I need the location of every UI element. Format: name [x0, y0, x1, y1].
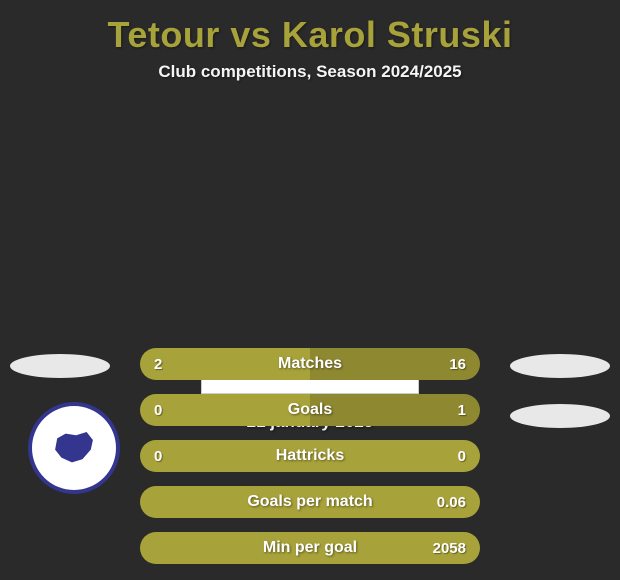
greece-map-icon — [53, 432, 95, 464]
stat-right-value: 16 — [449, 356, 466, 373]
stat-row-goals: 0 Goals 1 — [140, 394, 480, 426]
stat-rows: 2 Matches 16 0 Goals 1 0 Hattricks 0 Goa… — [140, 348, 480, 578]
season-subtitle: Club competitions, Season 2024/2025 — [0, 62, 620, 102]
stat-label: Goals per match — [140, 493, 480, 511]
stat-row-matches: 2 Matches 16 — [140, 348, 480, 380]
player-right-placeholder — [510, 354, 610, 378]
stat-left-value: 0 — [154, 402, 162, 419]
stat-label: Goals — [140, 401, 480, 419]
stat-row-goals-per-match: Goals per match 0.06 — [140, 486, 480, 518]
page-title: Tetour vs Karol Struski — [0, 0, 620, 62]
stat-right-value: 0.06 — [437, 494, 466, 511]
stat-row-hattricks: 0 Hattricks 0 — [140, 440, 480, 472]
stat-row-min-per-goal: Min per goal 2058 — [140, 532, 480, 564]
player-left-placeholder — [10, 354, 110, 378]
comparison-area: 2 Matches 16 0 Goals 1 0 Hattricks 0 Goa… — [0, 348, 620, 432]
stat-label: Matches — [140, 355, 480, 373]
stat-label: Hattricks — [140, 447, 480, 465]
stat-right-value: 1 — [458, 402, 466, 419]
stat-right-value: 2058 — [433, 540, 466, 557]
club-crest-left — [28, 402, 120, 494]
player-right-placeholder-2 — [510, 404, 610, 428]
stat-label: Min per goal — [140, 539, 480, 557]
stat-left-value: 2 — [154, 356, 162, 373]
stat-left-value: 0 — [154, 448, 162, 465]
stat-right-value: 0 — [458, 448, 466, 465]
